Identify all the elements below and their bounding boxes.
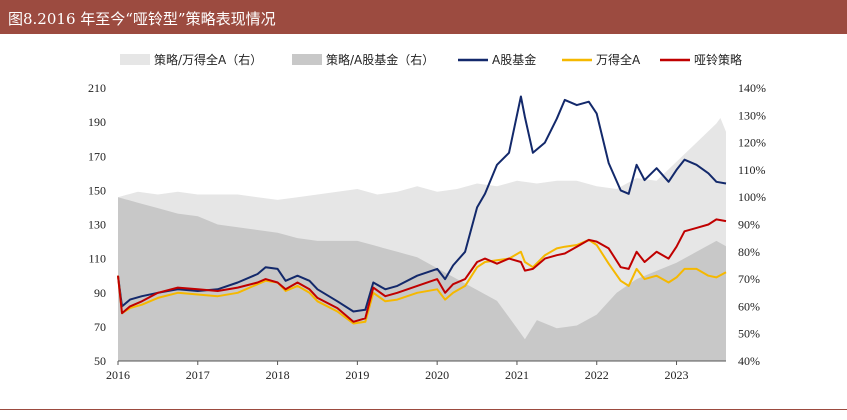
y-left-tick-label: 210: [88, 81, 106, 95]
y-right-tick-label: 60%: [738, 299, 760, 313]
figure-title: 图8.2016 年至今“哑铃型”策略表现情况: [8, 10, 276, 28]
y-right-tick-label: 90%: [738, 218, 760, 232]
chart: 策略/万得全A（右） 策略/A股基金（右） A股基金 万得全A 哑铃策略 50 70 90 1…: [88, 52, 766, 382]
y-right-tick-label: 70%: [738, 272, 760, 286]
y-right-tick-label: 110%: [738, 163, 766, 177]
line-layer: [117, 95, 727, 325]
area-series-2: [118, 197, 726, 361]
dumbbell-strategy-line: [117, 218, 727, 323]
y-right-tick-label: 40%: [738, 354, 760, 368]
y-right-tick-label: 140%: [738, 81, 766, 95]
x-tick-label: 2023: [665, 368, 689, 382]
source-divider: [0, 409, 847, 410]
x-tick-label: 2019: [345, 368, 369, 382]
x-tick-label: 2018: [266, 368, 290, 382]
legend-label-2: 策略/A股基金（右）: [326, 52, 434, 67]
y-left-tick-label: 90: [94, 286, 106, 300]
y-right-tick-label: 100%: [738, 190, 766, 204]
y-left-tick-label: 190: [88, 115, 106, 129]
y-left-tick-label: 70: [94, 320, 106, 334]
y-left-tick-label: 170: [88, 149, 106, 163]
wind-all-a-line: [117, 238, 727, 325]
legend-swatch-2: [292, 54, 322, 65]
legend-label-5: 哑铃策略: [694, 52, 742, 67]
legend: 策略/万得全A（右） 策略/A股基金（右） A股基金 万得全A 哑铃策略: [120, 52, 742, 67]
figure-header: 图8.2016 年至今“哑铃型”策略表现情况: [0, 0, 847, 34]
area-layer: [118, 118, 726, 361]
y-right-tick-label: 50%: [738, 327, 760, 341]
legend-label-1: 策略/万得全A（右）: [154, 52, 262, 67]
y-right-tick-label: 130%: [738, 108, 766, 122]
x-tick-label: 2017: [186, 368, 210, 382]
x-tick-label: 2020: [425, 368, 449, 382]
axes: 50 70 90 110 130 150 170 190 210 40% 50% 60% 70% 80% 9…: [88, 81, 766, 382]
y-left-tick-label: 130: [88, 218, 106, 232]
y-left-tick-label: 150: [88, 183, 106, 197]
x-tick-label: 2022: [585, 368, 609, 382]
legend-label-3: A股基金: [492, 52, 536, 67]
y-left-tick-label: 110: [88, 252, 106, 266]
legend-swatch-1: [120, 54, 150, 65]
legend-label-4: 万得全A: [596, 52, 641, 67]
x-tick-label: 2021: [505, 368, 529, 382]
y-right-tick-label: 80%: [738, 245, 760, 259]
fund-index-line: [117, 95, 727, 313]
y-right-tick-label: 120%: [738, 136, 766, 150]
x-tick-label: 2016: [106, 368, 130, 382]
y-left-tick-label: 50: [94, 354, 106, 368]
